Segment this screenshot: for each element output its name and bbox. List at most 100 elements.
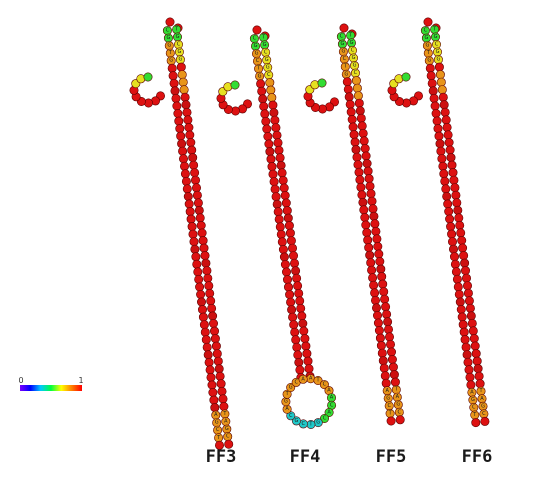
stem-nucleotide bbox=[266, 154, 276, 164]
stem-nucleotide bbox=[179, 154, 189, 164]
nucleotide-letter: G bbox=[254, 43, 258, 49]
terminal-nucleotide bbox=[224, 439, 234, 449]
stem-nucleotide bbox=[426, 71, 436, 81]
stem-nucleotide bbox=[280, 191, 290, 201]
stem-nucleotide bbox=[208, 311, 218, 321]
nucleotide-letter: G bbox=[341, 49, 345, 55]
stem-nucleotide bbox=[289, 258, 299, 268]
stem-nucleotide bbox=[444, 138, 454, 148]
stem-nucleotide bbox=[270, 184, 280, 194]
stem-nucleotide bbox=[454, 289, 464, 299]
stem-nucleotide bbox=[459, 327, 469, 337]
nucleotide-letter: G bbox=[265, 57, 269, 63]
stem-nucleotide bbox=[454, 213, 464, 223]
stem-nucleotide bbox=[372, 234, 382, 244]
stem-nucleotide bbox=[193, 198, 203, 208]
nucleotide-letter: C bbox=[354, 70, 358, 76]
nucleotide-letter: G bbox=[289, 385, 293, 391]
stem-nucleotide bbox=[205, 288, 215, 298]
stem-nucleotide bbox=[381, 378, 391, 388]
terminal-nucleotide bbox=[471, 418, 481, 428]
closing-loop-nucleotide bbox=[324, 407, 334, 417]
stem-nucleotide bbox=[281, 198, 291, 208]
stem-nucleotide bbox=[179, 85, 189, 95]
stem-nucleotide bbox=[277, 168, 287, 178]
stem-nucleotide bbox=[206, 296, 216, 306]
stem-nucleotide bbox=[425, 63, 435, 73]
stem-nucleotide bbox=[361, 151, 371, 161]
stem-nucleotide bbox=[374, 249, 384, 259]
nucleotide-letter: A bbox=[327, 410, 331, 416]
stem-nucleotide bbox=[214, 364, 224, 374]
nucleotide-letter: A bbox=[470, 389, 474, 395]
stem-nucleotide bbox=[178, 77, 188, 87]
stem-nucleotide bbox=[446, 153, 456, 163]
stem-nucleotide bbox=[365, 250, 375, 260]
nucleotide-letter: T bbox=[168, 50, 173, 56]
nucleotide-letter: G bbox=[294, 418, 298, 424]
stem-nucleotide bbox=[431, 109, 441, 119]
nucleotide-letter: A bbox=[301, 376, 305, 382]
bulge-loop-nucleotide bbox=[317, 78, 327, 88]
hairpin-loop-nucleotide bbox=[423, 17, 433, 27]
stem-nucleotide bbox=[211, 341, 221, 351]
stem-nucleotide bbox=[462, 281, 472, 291]
hairpin-loop-nucleotide bbox=[252, 25, 262, 35]
stem-nucleotide bbox=[386, 347, 396, 357]
stem-nucleotide bbox=[170, 86, 180, 96]
stem-nucleotide bbox=[464, 365, 474, 375]
structure-label: FF6 bbox=[462, 447, 493, 467]
color-scale-bar bbox=[20, 385, 82, 391]
stem-nucleotide bbox=[292, 342, 302, 352]
stem-nucleotide bbox=[288, 312, 298, 322]
stem-nucleotide bbox=[359, 205, 369, 215]
stem-nucleotide bbox=[368, 273, 378, 283]
nucleotide-letter: G bbox=[353, 63, 357, 69]
stem-nucleotide bbox=[269, 177, 279, 187]
stem-nucleotide bbox=[447, 160, 457, 170]
stem-nucleotide bbox=[198, 305, 208, 315]
stem-nucleotide bbox=[372, 310, 382, 320]
stem-nucleotide bbox=[360, 144, 370, 154]
stem-nucleotide bbox=[427, 78, 437, 88]
stem-nucleotide bbox=[182, 107, 192, 117]
stem-nucleotide bbox=[380, 371, 390, 381]
stem-nucleotide bbox=[353, 91, 363, 101]
stem-nucleotide bbox=[258, 94, 268, 104]
stem-nucleotide bbox=[173, 109, 183, 119]
nucleotide-letter: T bbox=[432, 26, 437, 32]
nucleotide-letter: A bbox=[214, 412, 218, 418]
nucleotide-letter: G bbox=[215, 420, 219, 426]
stem-nucleotide bbox=[283, 213, 293, 223]
stem-nucleotide bbox=[192, 259, 202, 269]
nucleotide-letter: G bbox=[352, 55, 356, 61]
nucleotide-letter: T bbox=[348, 32, 353, 38]
nucleotide-letter: C bbox=[330, 402, 334, 408]
stem-nucleotide bbox=[199, 320, 209, 330]
stem-nucleotide bbox=[368, 204, 378, 214]
stem-nucleotide bbox=[364, 174, 374, 184]
nucleotide-letter: T bbox=[315, 378, 320, 384]
stem-nucleotide bbox=[281, 267, 291, 277]
stem-nucleotide bbox=[469, 333, 479, 343]
stem-nucleotide bbox=[294, 357, 304, 367]
nucleotide-letter: G bbox=[436, 49, 440, 55]
stem-nucleotide bbox=[219, 401, 229, 411]
stem-nucleotide bbox=[183, 192, 193, 202]
stem-nucleotide bbox=[371, 226, 381, 236]
stem-nucleotide bbox=[263, 132, 273, 142]
stem-nucleotide bbox=[192, 190, 202, 200]
color-scale: 0 1 bbox=[18, 376, 84, 391]
stem-nucleotide bbox=[369, 280, 379, 290]
nucleotide-letter: T bbox=[426, 50, 431, 56]
stem-nucleotide bbox=[376, 264, 386, 274]
stem-nucleotide bbox=[177, 70, 187, 80]
nucleotide-letter: A bbox=[327, 388, 331, 394]
stem-nucleotide bbox=[215, 371, 225, 381]
stem-nucleotide bbox=[452, 274, 462, 284]
stem-nucleotide bbox=[450, 183, 460, 193]
stem-nucleotide bbox=[347, 115, 357, 125]
nucleotide-letter: A bbox=[309, 376, 313, 382]
stem-nucleotide bbox=[464, 296, 474, 306]
